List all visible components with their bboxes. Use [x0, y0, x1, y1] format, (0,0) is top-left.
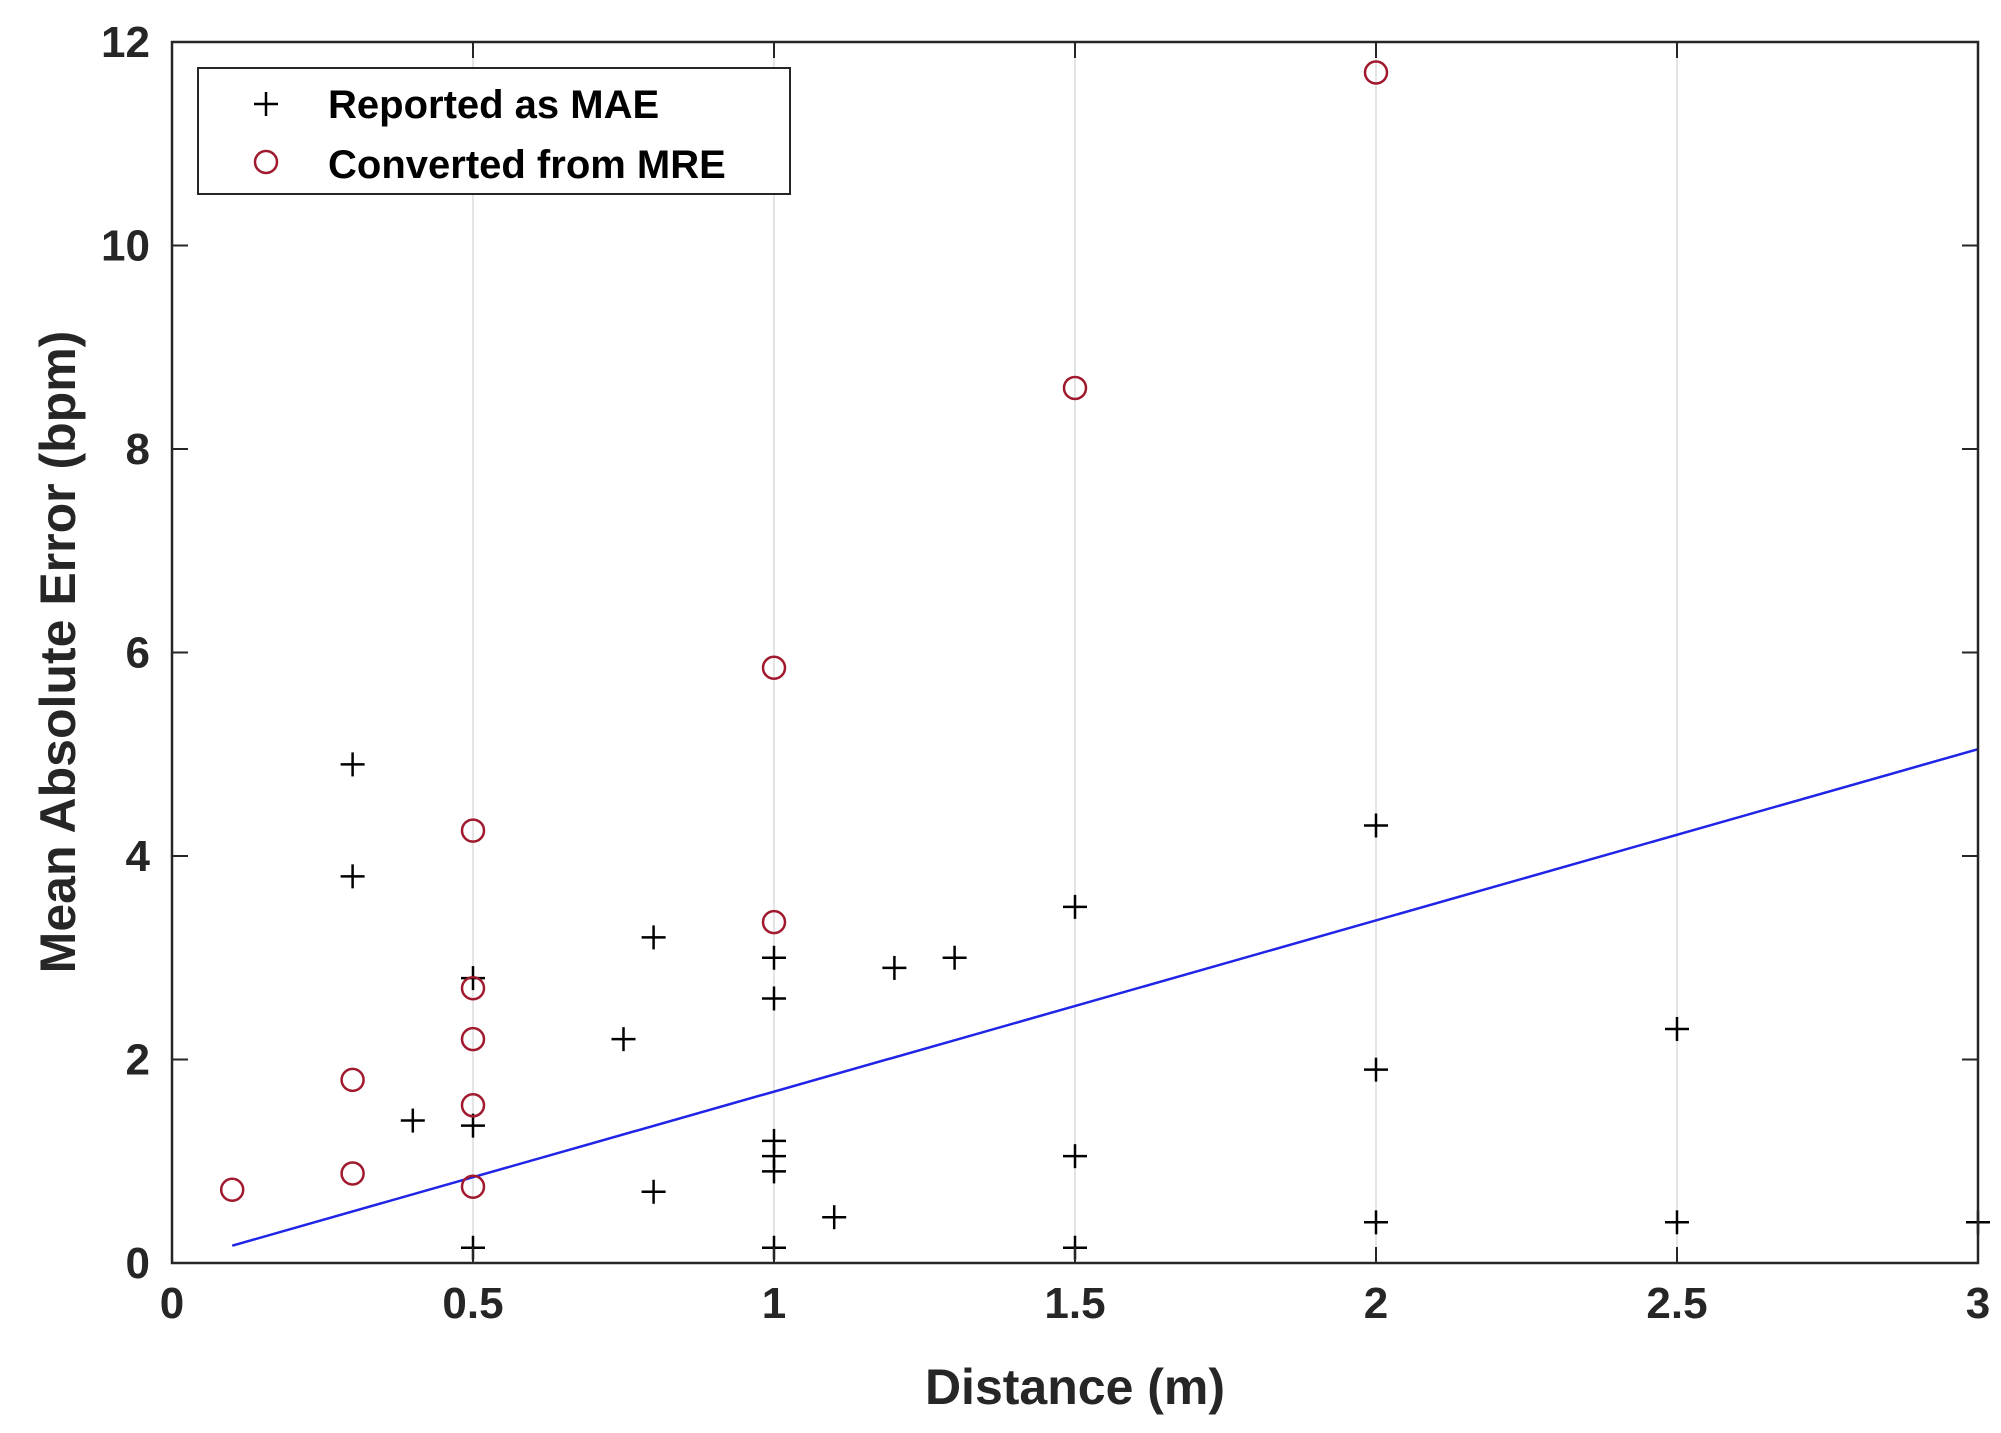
mre-point: [219, 1177, 245, 1202]
x-tick-label: 2.5: [1646, 1279, 1707, 1328]
mae-point: [762, 1159, 786, 1184]
mre-point: [460, 1174, 486, 1199]
mae-point: [461, 1113, 485, 1138]
mre-point: [761, 909, 787, 935]
mae-point: [611, 1027, 636, 1052]
x-tick-label: 1: [762, 1279, 786, 1328]
x-tick-label: 2: [1364, 1279, 1388, 1328]
x-axis-title: Distance (m): [925, 1359, 1225, 1415]
mae-point: [1063, 1144, 1087, 1169]
mre-point: [1062, 375, 1088, 401]
x-tick-label: 0.5: [442, 1279, 503, 1328]
legend-circle-marker: [253, 149, 279, 175]
y-tick-label: 8: [126, 425, 150, 474]
mae-point: [1665, 1016, 1689, 1041]
y-tick-label: 6: [126, 629, 150, 678]
legend-label-mre: Converted from MRE: [328, 143, 726, 187]
mae-point: [340, 752, 365, 777]
legend-plus-marker: [254, 92, 278, 116]
mae-point: [340, 864, 365, 889]
mae-point: [822, 1205, 847, 1230]
mre-point: [340, 1067, 365, 1093]
mae-point: [641, 1179, 666, 1204]
mae-point: [762, 986, 786, 1011]
mae-point: [1364, 1210, 1388, 1235]
legend-plus: [254, 92, 278, 116]
mae-point: [400, 1108, 425, 1133]
mre-point: [460, 818, 486, 843]
mre-point: [761, 655, 787, 681]
mae-point: [1063, 894, 1087, 919]
y-tick-label: 2: [126, 1036, 150, 1085]
y-axis-title: Mean Absolute Error (bpm): [30, 331, 86, 974]
y-tick-label: 0: [126, 1239, 150, 1288]
mae-point: [882, 955, 907, 980]
mre-point: [340, 1161, 365, 1186]
y-tick-label: 12: [101, 18, 150, 67]
x-tick-label: 1.5: [1044, 1279, 1105, 1328]
mre-point: [460, 976, 486, 1001]
mae-point: [1665, 1210, 1689, 1235]
legend: Reported as MAE Converted from MRE: [197, 67, 791, 195]
fit-line: [231, 747, 1979, 1247]
data-series: [219, 60, 1990, 1260]
mae-point: [641, 925, 666, 950]
mre-point: [1363, 60, 1389, 85]
legend-circle: [253, 149, 279, 175]
x-tick-label: 0: [160, 1279, 184, 1328]
mre-point: [460, 1093, 486, 1118]
legend-box: [197, 67, 791, 195]
y-tick-label: 10: [101, 222, 150, 271]
mae-point: [762, 945, 786, 970]
axis-ticks: [171, 41, 1979, 1264]
mae-point: [1364, 1057, 1388, 1082]
y-tick-label: 4: [126, 832, 151, 881]
x-tick-label: 3: [1966, 1279, 1990, 1328]
mre-point: [460, 1026, 486, 1052]
mae-point: [942, 945, 967, 970]
legend-label-mae: Reported as MAE: [328, 83, 659, 127]
mae-point: [1364, 813, 1388, 838]
tick-labels: 0 0.5 1 1.5 2 2.5 3 0 2 4 6 8 10 12: [101, 18, 1990, 1328]
